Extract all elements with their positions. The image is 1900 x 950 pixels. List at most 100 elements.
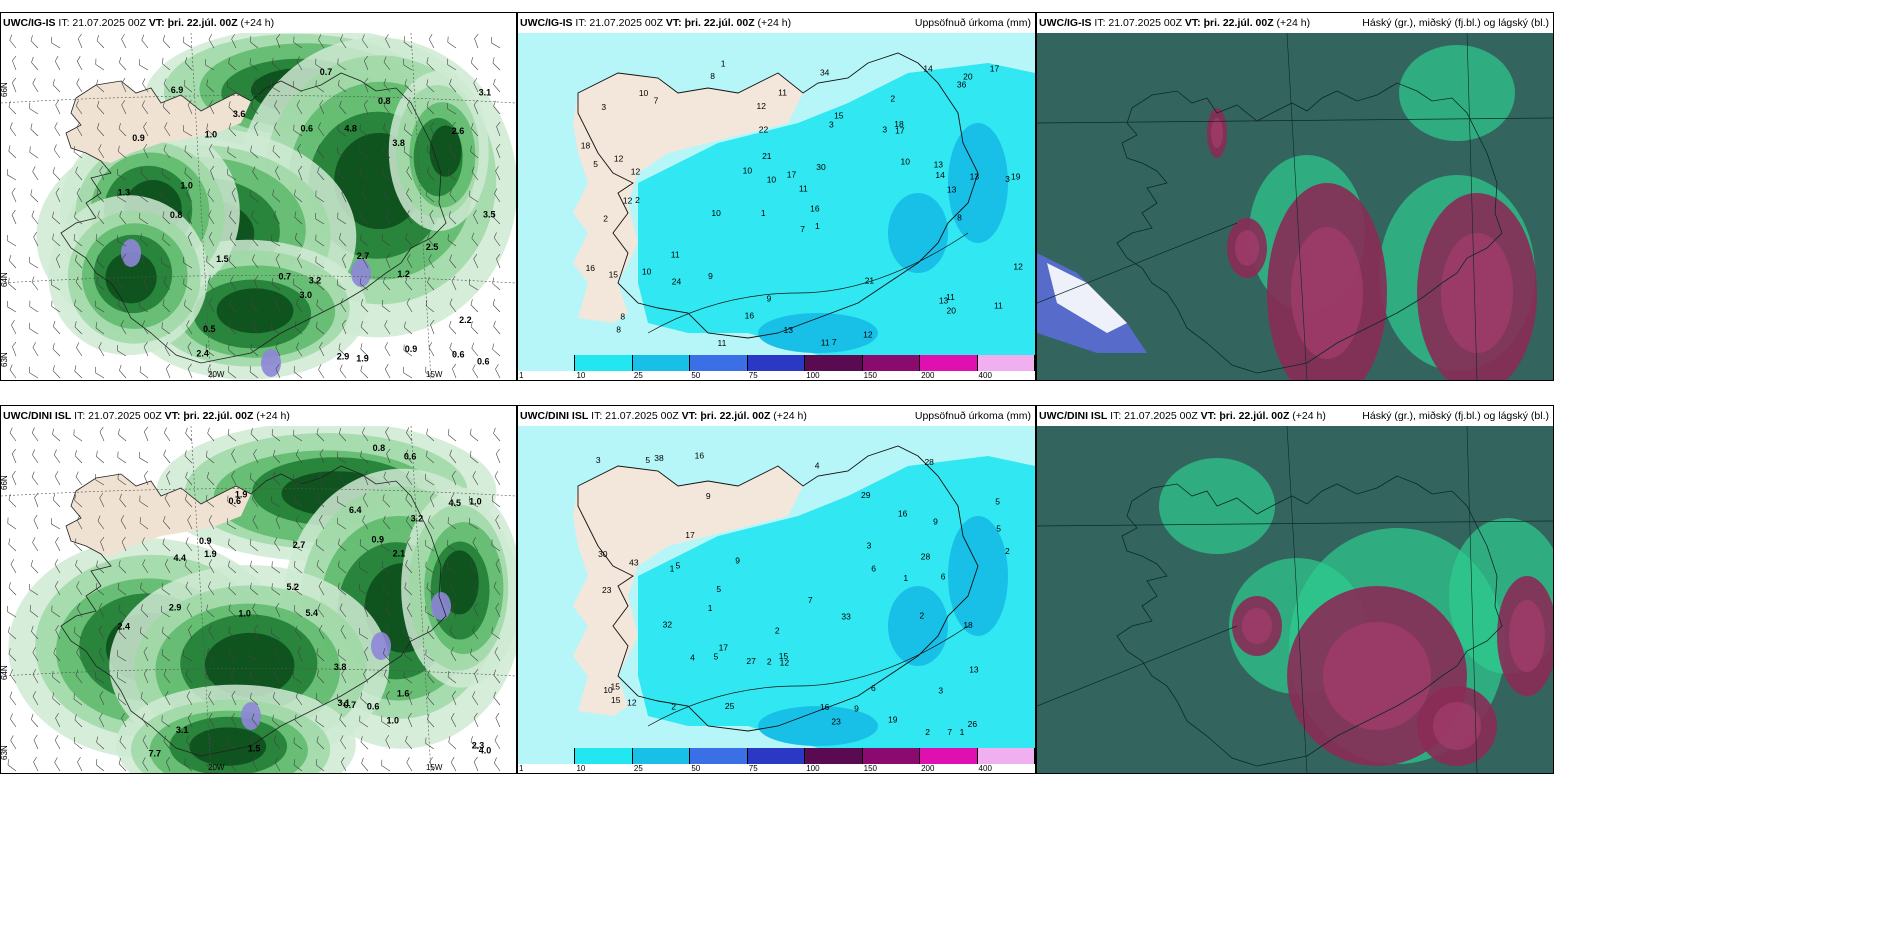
svg-text:10: 10 <box>711 208 721 218</box>
svg-text:5: 5 <box>996 523 1001 533</box>
colorbar-swatch <box>575 748 633 764</box>
svg-text:1: 1 <box>670 563 675 573</box>
panel-header: UWC/IG-IS IT: 21.07.2025 00Z VT: þri. 22… <box>3 17 275 29</box>
svg-text:2: 2 <box>925 727 930 737</box>
svg-text:7: 7 <box>808 595 813 605</box>
svg-text:21: 21 <box>865 275 875 285</box>
colorbar-swatch <box>805 748 863 764</box>
svg-text:3.1: 3.1 <box>176 725 189 735</box>
svg-text:15: 15 <box>834 111 844 121</box>
svg-text:3: 3 <box>596 455 601 465</box>
svg-text:29: 29 <box>861 490 871 500</box>
wind-precip-panel-ig: UWC/IG-IS IT: 21.07.2025 00Z VT: þri. 22… <box>0 12 517 381</box>
svg-text:9: 9 <box>708 271 713 281</box>
svg-text:13: 13 <box>934 159 944 169</box>
svg-text:1.0: 1.0 <box>386 715 399 725</box>
svg-text:3: 3 <box>601 102 606 112</box>
svg-text:12: 12 <box>780 657 790 667</box>
svg-text:3.2: 3.2 <box>411 513 424 523</box>
svg-text:0.9: 0.9 <box>199 536 212 546</box>
svg-text:8: 8 <box>710 71 715 81</box>
panel-header: UWC/DINI ISL IT: 21.07.2025 00Z VT: þri.… <box>1039 410 1549 422</box>
svg-text:1.0: 1.0 <box>238 609 251 619</box>
svg-text:17: 17 <box>990 64 1000 74</box>
svg-text:0.6: 0.6 <box>300 124 313 134</box>
svg-text:16: 16 <box>810 203 820 213</box>
colorbar-label: 200 <box>921 764 935 773</box>
svg-text:0.7: 0.7 <box>320 67 333 77</box>
colorbar-swatch <box>920 355 978 371</box>
svg-text:4: 4 <box>815 461 820 471</box>
svg-text:2: 2 <box>1005 546 1010 556</box>
svg-text:20W: 20W <box>208 370 225 379</box>
svg-text:2: 2 <box>775 625 780 635</box>
svg-text:10: 10 <box>767 174 777 184</box>
svg-text:13: 13 <box>939 296 949 306</box>
colorbar-label: 10 <box>576 371 586 380</box>
svg-text:8: 8 <box>620 311 625 321</box>
svg-text:0.6: 0.6 <box>228 496 241 506</box>
svg-text:17: 17 <box>685 530 695 540</box>
svg-text:0.8: 0.8 <box>170 210 183 220</box>
svg-text:0.8: 0.8 <box>378 96 391 106</box>
panel-header: UWC/DINI ISL IT: 21.07.2025 00Z VT: þri.… <box>520 410 1031 422</box>
colorbar-label: 75 <box>748 371 758 380</box>
svg-text:5: 5 <box>713 651 718 661</box>
svg-text:16: 16 <box>898 508 908 518</box>
svg-text:12: 12 <box>614 154 624 164</box>
svg-text:23: 23 <box>602 585 612 595</box>
svg-text:8: 8 <box>957 212 962 222</box>
svg-text:15: 15 <box>611 695 621 705</box>
svg-text:1.3: 1.3 <box>118 187 131 197</box>
svg-text:6: 6 <box>941 571 946 581</box>
colorbar-swatch <box>862 748 921 764</box>
svg-text:1.5: 1.5 <box>248 744 261 754</box>
svg-text:33: 33 <box>841 612 851 622</box>
colorbar-swatch <box>805 355 863 371</box>
svg-text:28: 28 <box>921 552 931 562</box>
svg-text:0.6: 0.6 <box>477 356 490 366</box>
svg-text:63N: 63N <box>1 745 9 760</box>
svg-text:1.2: 1.2 <box>397 269 410 279</box>
svg-text:3: 3 <box>882 124 887 134</box>
svg-text:7: 7 <box>654 96 659 106</box>
svg-text:9: 9 <box>854 704 859 714</box>
svg-text:30: 30 <box>598 549 608 559</box>
svg-text:20W: 20W <box>208 763 225 772</box>
colorbar-swatch <box>977 355 1035 371</box>
svg-text:15: 15 <box>779 651 789 661</box>
svg-text:12: 12 <box>631 166 641 176</box>
colorbar-label: 1 <box>519 764 524 773</box>
colorbar-swatch <box>862 355 921 371</box>
precip-colorbar: 1 10 25 50 75 100 150 200 400 <box>518 355 1035 380</box>
colorbar-label: 75 <box>748 764 758 773</box>
svg-text:30: 30 <box>816 162 826 172</box>
svg-text:1.6: 1.6 <box>397 688 410 698</box>
svg-text:3.8: 3.8 <box>334 662 347 672</box>
colorbar-label: 10 <box>576 764 586 773</box>
svg-text:15W: 15W <box>426 763 443 772</box>
svg-text:38: 38 <box>654 453 664 463</box>
svg-text:2.3: 2.3 <box>472 741 485 751</box>
colorbar-label: 100 <box>806 371 820 380</box>
svg-text:0.6: 0.6 <box>452 350 465 360</box>
svg-text:15: 15 <box>609 269 619 279</box>
svg-text:22: 22 <box>759 125 769 135</box>
svg-text:11: 11 <box>799 183 808 193</box>
colorbar-swatch <box>518 748 576 764</box>
svg-text:19: 19 <box>888 714 898 724</box>
svg-text:2.1: 2.1 <box>393 548 406 558</box>
svg-text:13: 13 <box>783 325 793 335</box>
svg-text:13: 13 <box>947 184 957 194</box>
svg-text:3: 3 <box>938 686 943 696</box>
colorbar-swatch <box>977 748 1035 764</box>
svg-text:3: 3 <box>1005 174 1010 184</box>
svg-text:9: 9 <box>766 293 771 303</box>
svg-text:0.5: 0.5 <box>203 324 216 334</box>
svg-text:11: 11 <box>821 338 830 348</box>
svg-text:7.7: 7.7 <box>149 748 162 758</box>
svg-text:24: 24 <box>672 277 682 287</box>
svg-text:2.7: 2.7 <box>293 540 306 550</box>
panel-header: UWC/IG-IS IT: 21.07.2025 00Z VT: þri. 22… <box>1039 17 1549 29</box>
